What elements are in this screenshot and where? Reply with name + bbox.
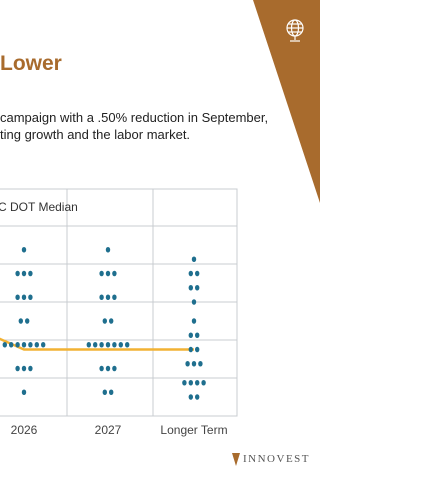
- dot-marker: [86, 341, 92, 348]
- dot-marker: [188, 284, 193, 291]
- dot-marker: [195, 332, 200, 339]
- globe-icon: [286, 19, 304, 42]
- dot-marker: [112, 365, 117, 372]
- dot-marker: [191, 256, 197, 263]
- dot-marker: [195, 394, 200, 400]
- dot-marker: [125, 341, 130, 348]
- dot-marker: [99, 365, 104, 372]
- dot-marker: [28, 365, 33, 372]
- dot-marker: [182, 379, 187, 386]
- dot-marker: [93, 341, 98, 348]
- dot-marker: [2, 341, 8, 348]
- dot-marker: [112, 270, 117, 277]
- dot-marker: [118, 341, 124, 348]
- dot-marker: [28, 270, 33, 277]
- dot-marker: [195, 270, 200, 277]
- x-tick-label: 2027: [95, 423, 122, 437]
- dot-marker: [21, 341, 27, 348]
- dot-marker: [188, 346, 193, 353]
- dot-marker: [102, 389, 108, 396]
- dot-marker: [102, 318, 108, 324]
- dot-marker: [188, 379, 193, 386]
- x-tick-label: 2026: [11, 423, 38, 437]
- dot-marker: [105, 294, 111, 301]
- dot-marker: [198, 360, 203, 367]
- dot-marker: [109, 318, 114, 324]
- dot-marker: [188, 394, 193, 400]
- x-tick-label: Longer Term: [160, 423, 227, 437]
- dot-marker: [188, 270, 193, 277]
- dot-marker: [105, 246, 111, 253]
- dot-marker: [195, 379, 200, 386]
- dot-marker: [21, 294, 27, 301]
- dot-marker: [191, 318, 197, 324]
- dot-marker: [28, 341, 33, 348]
- dot-marker: [195, 284, 200, 291]
- innovest-logo: INNOVEST: [232, 449, 310, 469]
- brand-banner: [253, 0, 320, 203]
- dot-marker: [34, 341, 39, 348]
- dot-marker: [105, 341, 111, 348]
- dot-marker: [21, 365, 27, 372]
- dot-marker: [99, 294, 104, 301]
- dot-marker: [28, 294, 33, 301]
- body-line-2: ting growth and the labor market.: [0, 127, 191, 142]
- dot-marker: [21, 389, 27, 396]
- dot-marker: [112, 341, 117, 348]
- logo-mark-icon: [232, 452, 240, 466]
- median-line: [0, 337, 194, 351]
- dot-marker: [191, 360, 197, 367]
- dot-marker: [21, 246, 27, 253]
- dot-marker: [9, 341, 14, 348]
- dot-marker: [99, 341, 104, 348]
- dot-marker: [195, 346, 200, 353]
- slide-body-text: campaign with a .50% reduction in Septem…: [0, 109, 270, 143]
- body-line-1: campaign with a .50% reduction in Septem…: [0, 110, 269, 125]
- logo-text: INNOVEST: [243, 453, 310, 465]
- dot-marker: [21, 270, 27, 277]
- dot-marker: [15, 270, 20, 277]
- slide-title: Lower: [0, 52, 62, 75]
- dot-marker: [18, 318, 23, 324]
- dot-marker: [15, 294, 20, 301]
- dot-marker: [185, 360, 190, 367]
- dot-marker: [191, 299, 197, 305]
- dot-marker: [109, 389, 114, 396]
- dot-marker: [105, 365, 111, 372]
- chart-title: C DOT Median: [0, 200, 78, 214]
- dot-marker: [25, 318, 30, 324]
- dot-marker: [201, 379, 206, 386]
- dot-marker: [15, 341, 20, 348]
- dot-marker: [41, 341, 46, 348]
- dot-marker: [112, 294, 117, 301]
- dot-marker: [99, 270, 104, 277]
- dot-marker: [188, 332, 193, 339]
- dot-plot-chart: C DOT Median 2026 2027 Longer Term: [0, 188, 238, 437]
- dot-marker: [105, 270, 111, 277]
- dot-marker: [15, 365, 20, 372]
